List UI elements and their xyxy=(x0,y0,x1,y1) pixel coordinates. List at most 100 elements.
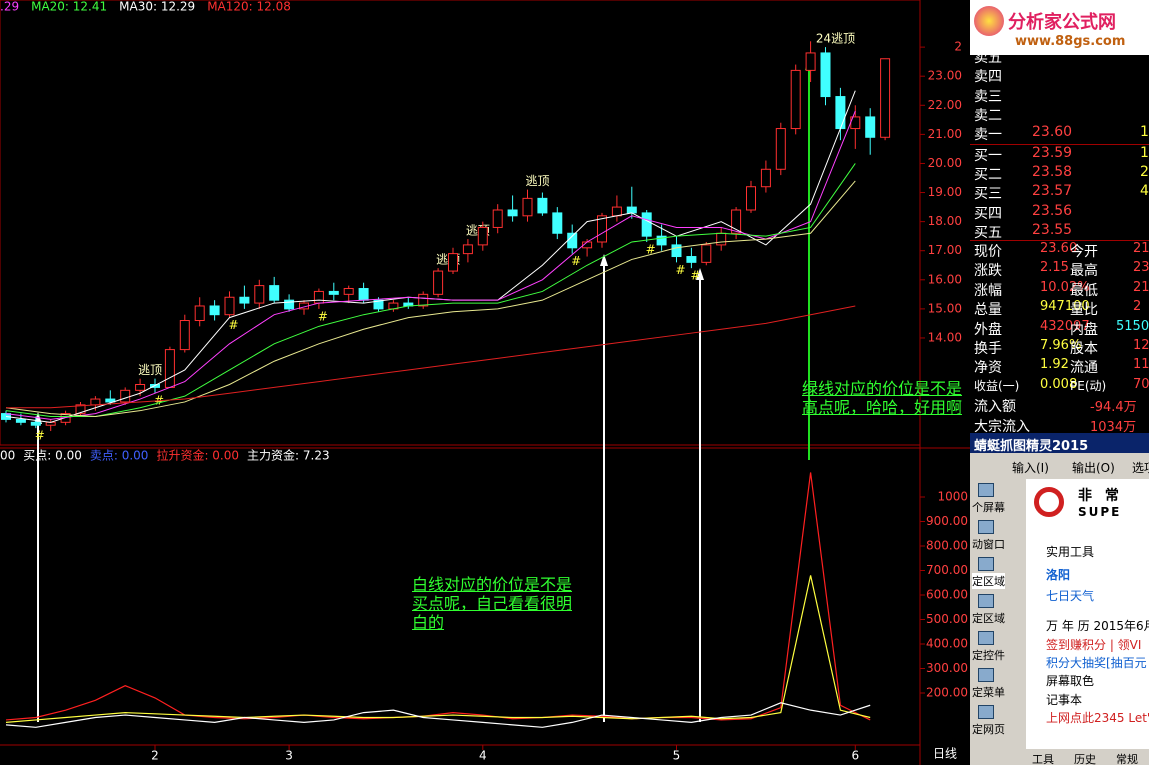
tool-icon[interactable] xyxy=(978,520,994,534)
ma-line xyxy=(5,90,856,423)
y-tick-label: 17.00 xyxy=(928,243,962,257)
stat-label: PE(动) xyxy=(1070,378,1107,393)
title-bar: 蜻蜓抓图精灵2015 xyxy=(970,433,1149,454)
hash-mark: # xyxy=(675,263,685,277)
y-tick-label: 400.00 xyxy=(926,637,968,651)
link[interactable]: 签到赚积分 | 领VI xyxy=(1046,638,1142,652)
stat-value: 0.008 xyxy=(1040,376,1078,392)
link[interactable]: 洛阳 xyxy=(1046,568,1071,582)
menu-item[interactable]: 选项 xyxy=(1132,461,1149,475)
tool-icon[interactable] xyxy=(978,668,994,682)
logo-icon xyxy=(974,6,1004,36)
toolbar: 个屏幕 动窗口 定区域 定区域 定控件 定菜单 定网页 xyxy=(970,479,1025,765)
candle-body xyxy=(537,197,548,214)
y-tick-label: 800.00 xyxy=(926,539,968,553)
stat-value: 12.7 xyxy=(1133,338,1149,353)
book-vol: 1 xyxy=(1140,145,1149,161)
candle-body xyxy=(90,398,101,406)
stat-label: 收益(一) xyxy=(974,378,1020,393)
book-label: 买四 xyxy=(974,205,1002,222)
candle-body xyxy=(790,69,801,130)
candle-body xyxy=(164,349,175,388)
price-frame xyxy=(0,0,921,446)
tab[interactable]: 常规 xyxy=(1116,753,1138,765)
candle-body xyxy=(418,293,429,307)
candle-body xyxy=(343,288,354,295)
content: 非 常 SUPE 实用工具 洛阳 七日天气万 年 历 2015年6月 签到赚积分 | 领V… xyxy=(1026,479,1149,749)
candle-body xyxy=(120,389,131,403)
popup-window: 蜻蜓抓图精灵2015 输入(I)输出(O)选项 个屏幕动窗口定区域定区域定控件定… xyxy=(970,433,1149,765)
tab[interactable]: 历史 xyxy=(1074,753,1096,765)
menu-item[interactable]: 输出(O) xyxy=(1072,461,1115,475)
stat-value: 2.15 xyxy=(1040,260,1069,276)
tool-button[interactable]: 定菜单 xyxy=(972,686,1005,699)
tool-button[interactable]: 定区域 xyxy=(972,612,1005,625)
rule xyxy=(970,144,1149,145)
candle-body xyxy=(686,256,697,263)
candle-body xyxy=(358,288,369,301)
tool-button[interactable]: 定控件 xyxy=(972,649,1005,662)
indicator-line xyxy=(5,702,871,728)
tool-button[interactable]: 定网页 xyxy=(972,723,1005,736)
candle-body xyxy=(15,418,26,423)
candle-body xyxy=(880,58,891,138)
tool-icon[interactable] xyxy=(978,705,994,719)
candle-body xyxy=(746,186,756,211)
hash-mark: # xyxy=(646,242,656,256)
window-title: 蜻蜓抓图精灵2015 xyxy=(974,439,1089,454)
stat-value: 2 xyxy=(1133,299,1142,315)
stat-label: 外盘 xyxy=(974,321,1002,338)
book-label: 买一 xyxy=(974,148,1002,164)
stat-label: 流通 xyxy=(1070,360,1098,377)
menu-item[interactable]: 输入(I) xyxy=(1012,461,1049,475)
link[interactable]: 七日天气 xyxy=(1046,589,1095,603)
stat-value: 11.9 xyxy=(1133,357,1149,373)
x-tick-label: 2 xyxy=(151,749,159,763)
tool-icon[interactable] xyxy=(978,483,994,497)
menu-bar: 输入(I) 输出(O) 选项 xyxy=(970,457,1149,477)
candle-body xyxy=(373,299,384,310)
tab[interactable]: 工具 xyxy=(1032,753,1054,765)
stat-value: 432097 xyxy=(1040,318,1090,334)
candle-body xyxy=(626,206,637,214)
link[interactable]: 万 年 历 2015年6月 xyxy=(1046,619,1149,633)
tool-button[interactable]: 动窗口 xyxy=(972,538,1005,551)
book-label: 买二 xyxy=(974,167,1002,184)
book-label: 卖四 xyxy=(974,69,1002,86)
candle-body xyxy=(567,232,578,249)
book-label: 卖三 xyxy=(974,88,1002,105)
stat-label: 最低 xyxy=(1070,282,1098,299)
stat-label: 涨幅 xyxy=(974,282,1002,299)
link[interactable]: 记事本 xyxy=(1046,693,1083,707)
book-label: 卖五 xyxy=(974,50,1002,66)
y-tick-label: 300.00 xyxy=(926,661,968,675)
hash-mark: # xyxy=(228,318,238,332)
link[interactable]: 屏幕取色 xyxy=(1046,674,1095,688)
book-price: 23.58 xyxy=(1032,164,1073,181)
hash-mark: # xyxy=(318,309,328,323)
tool-icon[interactable] xyxy=(978,594,994,608)
tool-button[interactable]: 个屏幕 xyxy=(972,501,1005,514)
link[interactable]: 积分大抽奖[抽百元 xyxy=(1046,656,1147,670)
tool-icon[interactable] xyxy=(978,631,994,645)
ma-label: MA120: 12.08 xyxy=(207,0,291,14)
ma-label: MA30: 12.29 xyxy=(119,0,195,14)
book-label: 买五 xyxy=(974,224,1002,241)
ma-line xyxy=(6,305,856,409)
candle-body xyxy=(328,290,339,295)
logo-url: www.88gs.com xyxy=(1015,34,1126,49)
stat-label: 净资 xyxy=(974,360,1002,377)
arrow-head xyxy=(696,268,704,280)
stat-value: 70 xyxy=(1133,376,1149,392)
book-price: 23.59 xyxy=(1032,145,1073,161)
candle-body xyxy=(820,52,831,98)
hash-mark: # xyxy=(35,429,45,443)
tool-button[interactable]: 定区域 xyxy=(972,573,1005,589)
book-price: 23.56 xyxy=(1032,202,1073,219)
candle-body xyxy=(75,404,86,415)
stat-label: 换手 xyxy=(974,341,1002,357)
logo-name: 分析家公式网 xyxy=(1008,12,1116,33)
link[interactable]: 上网点此2345 Let' xyxy=(1046,711,1149,725)
tool-icon[interactable] xyxy=(978,557,994,571)
